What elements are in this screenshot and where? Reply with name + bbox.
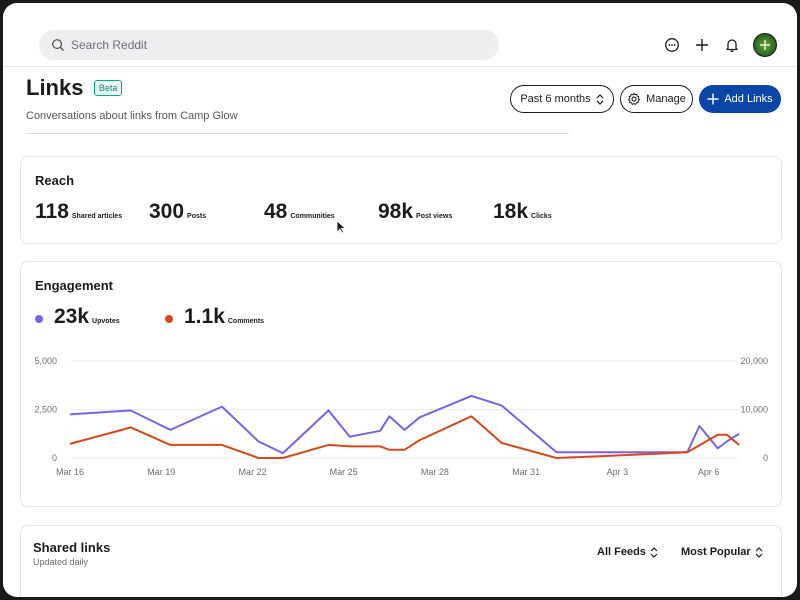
divider bbox=[26, 133, 569, 134]
x-tick-label: Mar 28 bbox=[421, 467, 449, 477]
comments-label: Comments bbox=[227, 318, 265, 325]
add-links-label: Add Links bbox=[724, 93, 773, 105]
avatar[interactable] bbox=[753, 33, 777, 57]
engagement-chart: 5,000 2,500 0 20,000 10,000 0 Mar 16 Mar 19 Mar … bbox=[34, 356, 768, 477]
feed-filter-select[interactable]: All Feeds bbox=[597, 546, 658, 558]
stat-label: Communities bbox=[290, 213, 335, 220]
y-left-tick-label: 0 bbox=[52, 453, 57, 463]
sort-filter-select[interactable]: Most Popular bbox=[681, 546, 763, 558]
stat-value: 118 bbox=[35, 200, 69, 223]
reach-card: Reach 118 Shared articles 300 Posts 48 C… bbox=[20, 156, 782, 244]
avatar-plus-icon bbox=[760, 40, 770, 50]
stat-posts: 300 Posts bbox=[149, 200, 206, 224]
top-actions bbox=[663, 33, 777, 57]
stat-value: 48 bbox=[264, 200, 288, 223]
comments-value: 1.1k bbox=[184, 305, 225, 328]
app-frame: Search Reddit Links Beta Conversations a… bbox=[3, 3, 797, 597]
page-title: Links bbox=[26, 75, 84, 100]
x-tick-label: Mar 19 bbox=[147, 467, 175, 477]
stat-communities: 48 Communities bbox=[264, 200, 335, 224]
chat-icon[interactable] bbox=[663, 36, 681, 54]
gear-icon bbox=[628, 92, 641, 105]
search-input[interactable]: Search Reddit bbox=[39, 30, 499, 60]
chevron-updown-icon bbox=[755, 546, 763, 558]
engagement-card: Engagement 23k Upvotes 1.1k Comments bbox=[20, 261, 782, 507]
engagement-title: Engagement bbox=[35, 278, 114, 293]
manage-button[interactable]: Manage bbox=[620, 85, 693, 113]
beta-badge: Beta bbox=[93, 80, 123, 96]
shared-links-subtitle: Updated daily bbox=[33, 557, 89, 567]
create-plus-icon[interactable] bbox=[693, 36, 711, 54]
stat-value: 98k bbox=[378, 200, 414, 223]
page-subtitle: Conversations about links from Camp Glow bbox=[26, 110, 238, 122]
sort-filter-label: Most Popular bbox=[681, 546, 751, 558]
x-tick-label: Apr 6 bbox=[698, 467, 720, 477]
bell-icon[interactable] bbox=[723, 36, 741, 54]
search-placeholder: Search Reddit bbox=[71, 38, 148, 52]
x-tick-label: Mar 16 bbox=[56, 467, 84, 477]
stat-label: Post views bbox=[416, 213, 453, 220]
upvotes-label: Upvotes bbox=[92, 318, 120, 325]
plus-icon bbox=[707, 93, 719, 105]
reach-title: Reach bbox=[35, 173, 75, 188]
stat-label: Clicks bbox=[531, 213, 552, 220]
legend-upvotes: 23k Upvotes bbox=[35, 305, 120, 329]
page-header: Links Beta bbox=[26, 75, 123, 101]
stat-post-views: 98k Post views bbox=[378, 200, 452, 224]
stat-shared-articles: 118 Shared articles bbox=[35, 200, 122, 224]
stat-clicks: 18k Clicks bbox=[493, 200, 552, 224]
y-left-tick-label: 5,000 bbox=[34, 356, 57, 366]
manage-label: Manage bbox=[646, 93, 686, 105]
y-right-tick-label: 0 bbox=[763, 453, 768, 463]
chevron-updown-icon bbox=[650, 546, 658, 558]
mouse-cursor-icon bbox=[336, 220, 346, 234]
upvotes-dot bbox=[35, 315, 43, 323]
top-bar: Search Reddit bbox=[3, 3, 797, 67]
chevron-updown-icon bbox=[596, 93, 604, 105]
comments-dot bbox=[165, 315, 173, 323]
shared-links-card: Shared links Updated daily All Feeds Mos… bbox=[20, 525, 782, 597]
stat-label: Posts bbox=[187, 213, 207, 220]
search-icon bbox=[52, 39, 64, 51]
add-links-button[interactable]: Add Links bbox=[699, 85, 781, 113]
y-left-tick-label: 2,500 bbox=[34, 405, 57, 415]
stat-value: 300 bbox=[149, 200, 185, 223]
legend-comments: 1.1k Comments bbox=[165, 305, 264, 329]
x-tick-label: Mar 31 bbox=[512, 467, 540, 477]
stat-value: 18k bbox=[493, 200, 529, 223]
x-tick-label: Apr 3 bbox=[607, 467, 629, 477]
comments-series-line bbox=[69, 415, 740, 459]
shared-links-title: Shared links bbox=[33, 540, 111, 555]
date-range-label: Past 6 months bbox=[520, 93, 591, 105]
stat-label: Shared articles bbox=[71, 213, 123, 220]
x-tick-label: Mar 25 bbox=[330, 467, 358, 477]
upvotes-value: 23k bbox=[54, 305, 90, 328]
x-tick-label: Mar 22 bbox=[238, 467, 266, 477]
y-right-tick-label: 20,000 bbox=[740, 356, 768, 366]
feed-filter-label: All Feeds bbox=[597, 546, 646, 558]
upvotes-series-line bbox=[69, 394, 740, 455]
y-right-tick-label: 10,000 bbox=[740, 405, 768, 415]
date-range-select[interactable]: Past 6 months bbox=[510, 85, 614, 113]
